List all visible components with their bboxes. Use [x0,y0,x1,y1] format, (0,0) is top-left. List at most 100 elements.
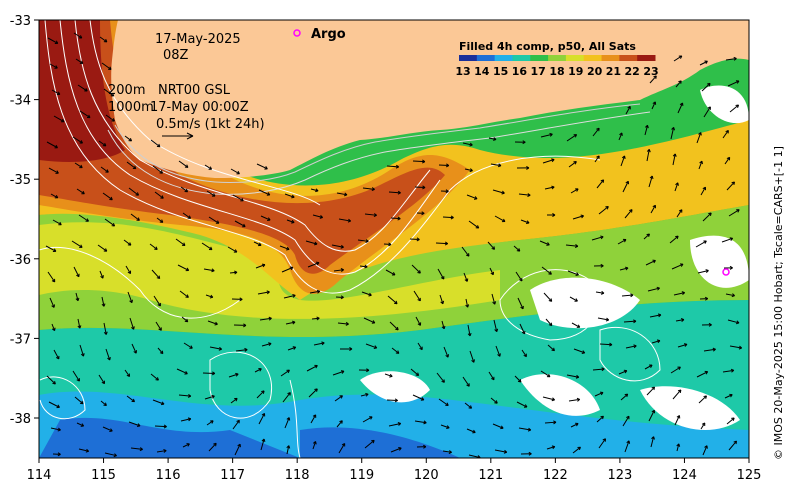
current-vector [47,37,59,45]
current-vector [462,376,470,387]
current-vector [339,347,353,351]
current-vector [674,182,679,192]
current-vector [625,105,631,115]
current-vector [625,344,637,349]
time-label: 08Z [163,48,189,63]
current-vector [463,272,469,282]
current-vector [541,266,552,275]
current-vector [131,343,138,354]
current-vector [384,373,393,378]
current-vector [440,424,450,429]
current-vector [595,290,605,295]
current-vector [312,441,317,450]
current-vector [469,350,475,363]
current-vector [305,240,318,246]
current-vector [230,397,238,404]
current-vector [206,190,216,197]
current-vector [260,438,266,451]
current-vector [98,374,106,385]
x-tick-label: 116 [156,468,181,483]
current-vector [388,422,402,427]
colorbar-tick-labels: 13 14 15 16 17 18 19 20 21 22 23 [455,65,658,78]
current-vector [591,235,604,241]
y-tick-label: -33 [10,14,31,29]
current-vector [725,56,737,61]
current-vector [569,296,578,302]
current-vector [230,168,240,175]
current-vector [513,245,521,252]
x-tick-label: 120 [414,468,439,483]
current-vector [154,191,164,199]
current-vector [675,318,685,322]
current-vector [256,163,268,170]
current-vector [383,242,392,247]
current-vector [647,286,660,292]
current-vector [75,58,84,64]
current-vector [465,298,470,308]
argo-legend-marker [293,29,301,37]
current-vector [390,447,402,453]
current-vector [78,214,89,222]
current-vector [362,416,373,423]
current-vector [47,271,56,283]
current-vector [671,263,684,270]
current-vector [442,215,454,220]
current-vector [566,134,578,142]
colorbar-tick-label: 15 [493,65,508,78]
current-vector [386,398,398,403]
current-vector [467,324,472,337]
current-vector [515,271,523,282]
current-vector [568,397,581,402]
current-vector [53,115,65,123]
current-vector [437,268,445,280]
current-vector [729,345,743,350]
current-vector [207,320,218,326]
current-vector [338,218,352,223]
current-vector [130,447,143,452]
current-vector [229,270,238,275]
current-vector [644,364,653,370]
current-vector [53,349,60,360]
current-vector [362,187,375,192]
current-vector [598,206,609,215]
current-vector [257,290,270,295]
x-axis: 114 115 116 117 118 119 120 121 122 123 124 125 [27,458,761,483]
current-vector [677,102,684,114]
colorbar-title: Filled 4h comp, p50, All Sats [459,40,636,53]
current-vector [468,220,480,229]
current-vector [364,439,375,449]
current-vector [102,426,113,432]
current-vector [360,392,369,397]
current-vector [283,293,296,299]
current-vector [724,393,733,399]
current-vector [677,343,688,348]
current-vector [176,368,188,375]
current-vector [227,246,238,253]
current-vector [156,217,164,223]
current-vector [594,391,604,397]
current-vector [310,188,319,193]
current-vector [724,156,731,165]
isobath-200m [114,103,641,183]
current-vector [152,165,164,174]
current-vector [439,294,445,305]
current-vector [228,372,239,378]
current-vector [696,370,709,378]
current-vector [651,339,661,344]
current-vector [259,316,272,321]
current-vector [728,440,738,451]
current-vector [156,448,167,453]
current-vector [489,267,495,276]
current-vector [622,415,630,427]
current-vector [495,345,501,357]
current-vector [571,322,581,328]
current-vector [417,342,423,351]
current-vector [669,235,679,244]
current-vector [464,168,473,173]
current-vector [48,167,59,174]
current-vector [128,187,140,196]
current-vector [281,266,294,273]
current-vector [436,372,445,383]
current-vector [177,264,190,272]
colorbar-swatches [459,55,656,61]
